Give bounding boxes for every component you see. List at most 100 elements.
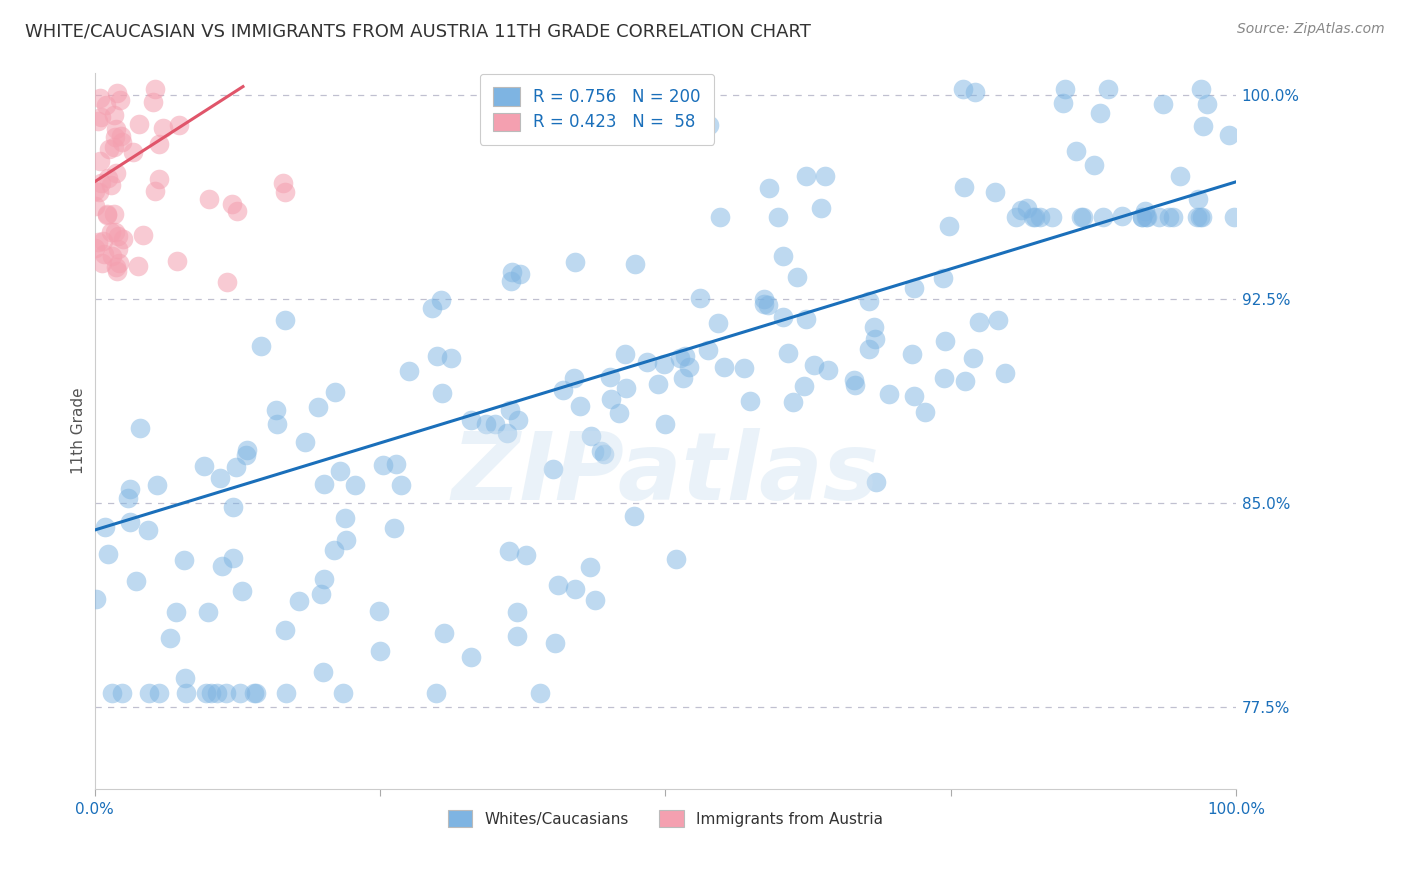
Point (294, 435, 316, 450)
Point (159, 631, 181, 645)
Point (1189, 210, 1212, 224)
Point (697, 118, 720, 132)
Point (984, 185, 1007, 199)
Point (1040, 210, 1063, 224)
Point (529, 686, 551, 700)
Point (101, 249, 124, 263)
Point (96, 207, 118, 221)
Point (501, 274, 523, 288)
Point (105, 86, 128, 100)
Point (668, 351, 690, 365)
Point (118, 482, 141, 496)
Point (398, 364, 420, 378)
Point (426, 349, 449, 363)
Point (205, 686, 228, 700)
Point (312, 665, 335, 680)
Point (564, 255, 586, 269)
Point (225, 460, 247, 475)
Point (145, 478, 167, 492)
Point (105, 166, 128, 180)
Point (231, 583, 253, 598)
Point (110, 128, 132, 143)
Point (89, 153, 111, 168)
Point (91, 234, 114, 248)
Point (932, 271, 955, 285)
Point (200, 686, 222, 700)
Point (758, 181, 780, 195)
Point (689, 291, 711, 305)
Point (143, 184, 166, 198)
Point (614, 347, 637, 361)
Point (430, 386, 453, 401)
Point (581, 429, 603, 443)
Point (94, 98, 117, 112)
Point (83, 241, 105, 255)
Point (844, 378, 866, 392)
Point (173, 672, 195, 686)
Point (844, 374, 866, 388)
Point (607, 406, 630, 420)
Point (794, 312, 817, 326)
Point (1088, 106, 1111, 120)
Point (222, 551, 245, 566)
Point (105, 263, 128, 277)
Point (647, 376, 669, 391)
Y-axis label: 11th Grade: 11th Grade (72, 387, 86, 474)
Point (810, 201, 832, 215)
Point (111, 232, 134, 246)
Point (962, 351, 984, 366)
Point (707, 316, 730, 330)
Point (903, 389, 925, 403)
Point (128, 117, 150, 131)
Point (125, 574, 148, 589)
Point (624, 257, 647, 271)
Point (208, 470, 231, 484)
Point (103, 207, 125, 221)
Point (738, 393, 761, 408)
Point (1070, 210, 1092, 224)
Point (583, 593, 606, 607)
Point (117, 491, 139, 505)
Text: Source: ZipAtlas.com: Source: ZipAtlas.com (1237, 22, 1385, 37)
Point (938, 219, 960, 234)
Point (1136, 210, 1159, 224)
Point (245, 686, 267, 700)
Point (665, 552, 688, 566)
Point (98, 142, 121, 156)
Point (756, 298, 779, 312)
Point (1021, 210, 1043, 224)
Point (1028, 210, 1050, 224)
Point (1191, 210, 1213, 224)
Point (271, 177, 294, 191)
Point (515, 549, 537, 563)
Point (952, 179, 974, 194)
Point (391, 478, 413, 492)
Point (579, 559, 602, 574)
Point (460, 650, 482, 665)
Point (323, 543, 346, 558)
Point (235, 448, 257, 462)
Point (100, 178, 122, 193)
Point (307, 400, 329, 414)
Point (564, 582, 586, 596)
Point (89, 91, 111, 105)
Point (288, 594, 311, 608)
Point (148, 172, 170, 186)
Point (1024, 210, 1046, 224)
Point (793, 379, 815, 393)
Legend: Whites/Caucasians, Immigrants from Austria: Whites/Caucasians, Immigrants from Austr… (440, 803, 890, 835)
Point (221, 196, 243, 211)
Point (1130, 210, 1153, 224)
Point (599, 370, 621, 384)
Point (713, 360, 735, 375)
Point (166, 254, 188, 268)
Point (430, 293, 453, 308)
Point (752, 292, 775, 306)
Point (813, 169, 835, 183)
Point (569, 400, 592, 414)
Point (963, 85, 986, 99)
Point (1071, 210, 1094, 224)
Point (551, 383, 574, 397)
Point (817, 363, 839, 377)
Point (796, 169, 818, 183)
